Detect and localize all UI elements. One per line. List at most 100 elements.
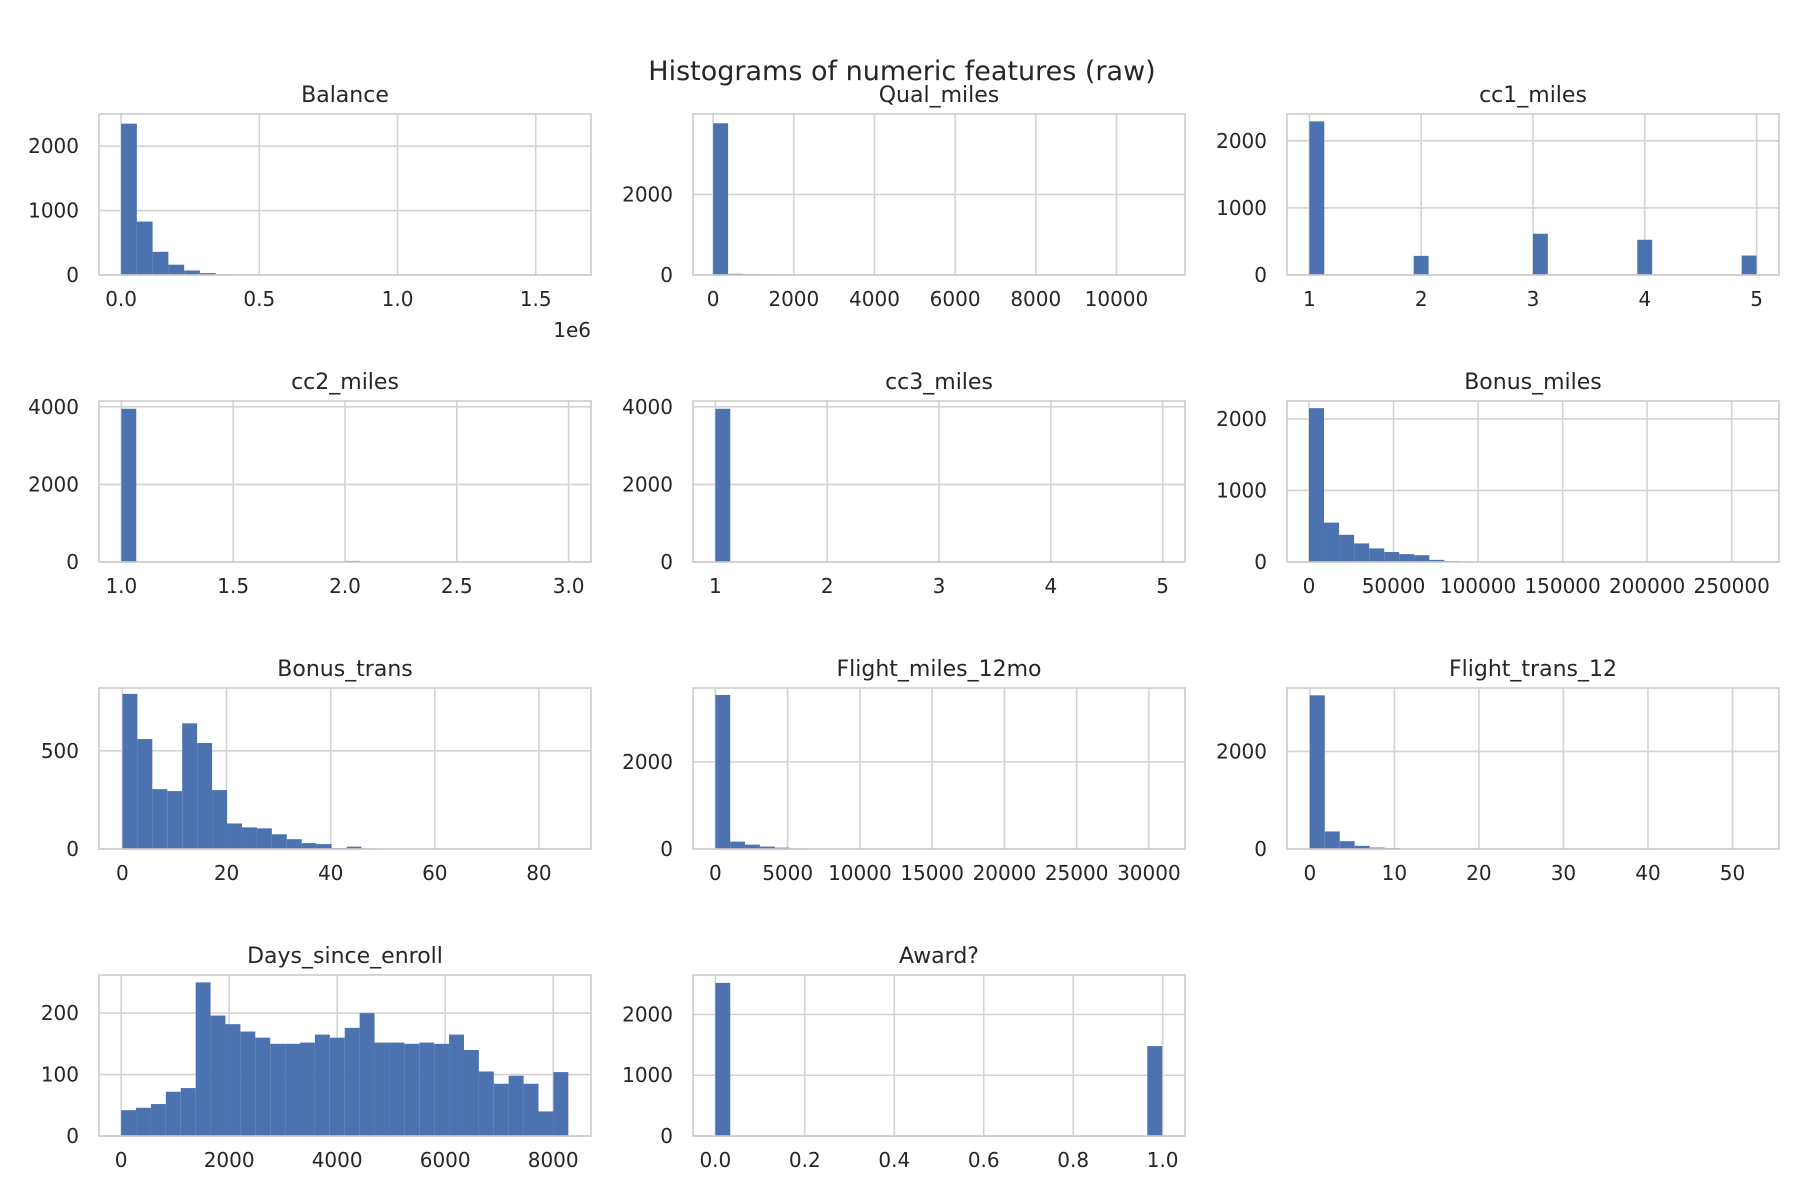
panel-title: cc2_miles — [291, 370, 399, 395]
histogram-cc3-miles: 1 2 3 4 5 0 2000 4000 cc3_miles — [622, 370, 1186, 598]
panel-title: cc1_miles — [1479, 83, 1587, 108]
histogram-bar — [478, 1071, 494, 1136]
histogram-bar — [197, 742, 213, 849]
x-tick-label: 20 — [214, 861, 239, 885]
y-tick-label: 0 — [1254, 550, 1267, 574]
histogram-bar — [1309, 121, 1325, 275]
y-tick-label: 1000 — [1216, 196, 1267, 220]
histogram-bar — [152, 251, 169, 275]
x-tick-label: 0.4 — [878, 1148, 910, 1172]
x-tick-label: 15000 — [900, 861, 964, 885]
histogram-bar — [715, 694, 731, 849]
histogram-bar — [168, 264, 185, 275]
histogram-bar — [180, 1088, 196, 1136]
histogram-bar — [136, 221, 153, 275]
histogram-bar — [152, 789, 168, 849]
x-tick-label: 80 — [526, 861, 551, 885]
histogram-bar — [715, 982, 731, 1136]
x-tick-label: 20000 — [973, 861, 1037, 885]
histogram-bar — [300, 1042, 315, 1136]
histogram-bar — [1414, 555, 1430, 562]
y-tick-label: 4000 — [622, 395, 673, 419]
y-tick-label: 1000 — [1216, 478, 1267, 502]
histogram-bar — [1147, 1046, 1163, 1136]
histogram-bar — [1354, 845, 1370, 849]
flight-trans-12-axes-frame — [1286, 687, 1780, 850]
histogram-bar — [493, 1083, 509, 1136]
days-since-enroll-axes-frame — [98, 974, 592, 1137]
histogram-bar — [285, 1043, 301, 1136]
x-tick-label: 1.0 — [105, 574, 137, 598]
histogram-bar — [199, 273, 216, 275]
y-tick-label: 200 — [41, 1001, 79, 1025]
x-tick-label: 2000 — [768, 287, 819, 311]
y-tick-label: 0 — [660, 1124, 673, 1148]
histogram-bar — [344, 1027, 360, 1136]
x-tick-label: 3.0 — [553, 574, 585, 598]
histogram-bar — [167, 791, 183, 849]
histogram-bar — [1339, 841, 1355, 849]
x-tick-label: 2 — [1415, 287, 1428, 311]
histogram-bar — [316, 844, 332, 849]
histogram-bar — [329, 1037, 345, 1136]
x-tick-label: 150000 — [1524, 574, 1600, 598]
x-tick-label: 5000 — [762, 861, 813, 885]
x-tick-label: 10000 — [1085, 287, 1149, 311]
x-tick-label: 0 — [116, 861, 129, 885]
histogram-bar — [463, 1049, 479, 1136]
histogram-bar — [1324, 831, 1340, 849]
histogram-cc2-miles: 1.0 1.5 2.0 2.5 3.0 0 2000 4000 cc2_miles — [28, 370, 592, 598]
histogram-bar — [1532, 233, 1548, 275]
histogram-balance: 0.0 0.5 1.0 1.5 0 1000 2000 1e6 Balance — [28, 83, 594, 342]
flight-miles-12mo-axes-frame — [692, 687, 1186, 850]
histogram-bar — [137, 739, 153, 849]
histogram-bar — [389, 1042, 405, 1136]
histogram-bar — [184, 270, 200, 275]
histogram-bar — [212, 790, 228, 849]
y-tick-label: 0 — [66, 1124, 79, 1148]
x-tick-label: 50 — [1720, 861, 1745, 885]
x-tick-label: 0.8 — [1057, 1148, 1089, 1172]
histogram-bar — [538, 1111, 554, 1136]
y-tick-label: 2000 — [622, 183, 673, 207]
histogram-bar — [730, 841, 746, 849]
y-tick-label: 4000 — [28, 395, 79, 419]
x-tick-label: 4000 — [849, 287, 900, 311]
y-tick-label: 2000 — [622, 472, 673, 496]
y-tick-label: 2000 — [622, 750, 673, 774]
bonus-miles-bars — [1308, 408, 1761, 562]
panel-title: Qual_miles — [879, 83, 1000, 108]
bonus-miles-axes-frame — [1286, 400, 1780, 563]
days-since-enroll-bars — [121, 982, 569, 1136]
x-tick-label: 200000 — [1609, 574, 1685, 598]
panel-title: Award? — [899, 944, 979, 969]
y-tick-label: 2000 — [1216, 129, 1267, 153]
histogram-bar — [121, 123, 137, 275]
x-tick-label: 0 — [115, 1148, 128, 1172]
histogram-award: 0.0 0.2 0.4 0.6 0.8 1.0 0 1000 2000 Award? — [622, 944, 1186, 1172]
x-tick-label: 10000 — [828, 861, 892, 885]
histogram-bar — [553, 1072, 569, 1136]
x-tick-label: 25000 — [1045, 861, 1109, 885]
histogram-bar — [374, 1042, 390, 1136]
panel-title: Flight_trans_12 — [1449, 657, 1617, 682]
histogram-bar — [1369, 548, 1385, 562]
y-tick-label: 2000 — [28, 472, 79, 496]
histogram-bar — [745, 844, 760, 849]
histogram-bar — [1354, 543, 1370, 562]
histogram-bar — [1413, 255, 1429, 275]
award-axes-frame — [692, 974, 1186, 1137]
y-tick-label: 100 — [41, 1063, 79, 1087]
histogram-days-since-enroll: 0 2000 4000 6000 8000 0 100 200 Days_since_enrol… — [41, 944, 592, 1172]
bonus-trans-axes-frame — [98, 687, 592, 850]
x-tick-label: 2.5 — [441, 574, 473, 598]
x-tick-label: 60 — [422, 861, 447, 885]
x-tick-label: 0.5 — [243, 287, 275, 311]
x-tick-label: 1.5 — [217, 574, 249, 598]
y-tick-label: 0 — [1254, 263, 1267, 287]
x-tick-label: 20 — [1466, 861, 1491, 885]
histogram-bar — [225, 1024, 241, 1136]
histogram-bar — [122, 693, 138, 849]
histogram-qual-miles: 0 2000 4000 6000 8000 10000 0 2000 Qual_miles — [622, 83, 1186, 311]
